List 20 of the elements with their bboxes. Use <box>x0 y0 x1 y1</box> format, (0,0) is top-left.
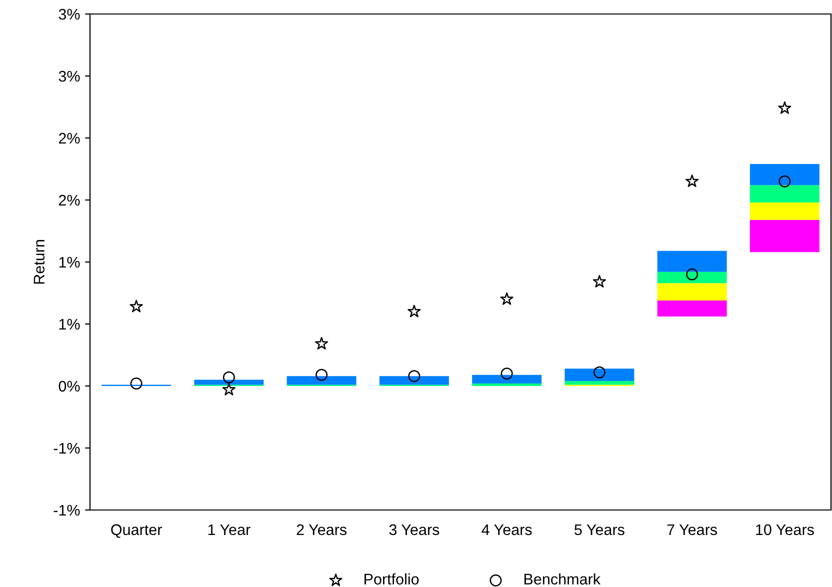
x-tick-label: 10 Years <box>756 524 814 536</box>
x-tick-label: 4 Years <box>482 524 532 536</box>
y-tick-label: 1% <box>59 318 80 330</box>
y-tick-label: -1% <box>54 504 80 516</box>
y-tick-label: 3% <box>58 8 80 20</box>
x-tick-label: 3 Years <box>389 524 440 536</box>
y-tick-label: 1% <box>59 256 80 268</box>
y-tick-label: 3% <box>58 70 80 82</box>
y-tick-label: 2% <box>58 132 80 144</box>
y-axis-title: Return <box>34 240 45 284</box>
y-tick-label: -1% <box>54 442 80 454</box>
y-tick-label: 0% <box>58 380 80 392</box>
legend-label: Benchmark <box>524 573 601 585</box>
x-tick-label: 5 Years <box>574 524 624 536</box>
x-tick-label: Quarter <box>111 524 162 538</box>
legend-label: Portfolio <box>364 573 419 585</box>
x-tick-label: 1 Year <box>208 524 250 536</box>
x-tick-label: 7 Years <box>667 524 718 536</box>
x-tick-label: 2 Years <box>296 524 347 536</box>
y-tick-label: 2% <box>58 194 80 206</box>
